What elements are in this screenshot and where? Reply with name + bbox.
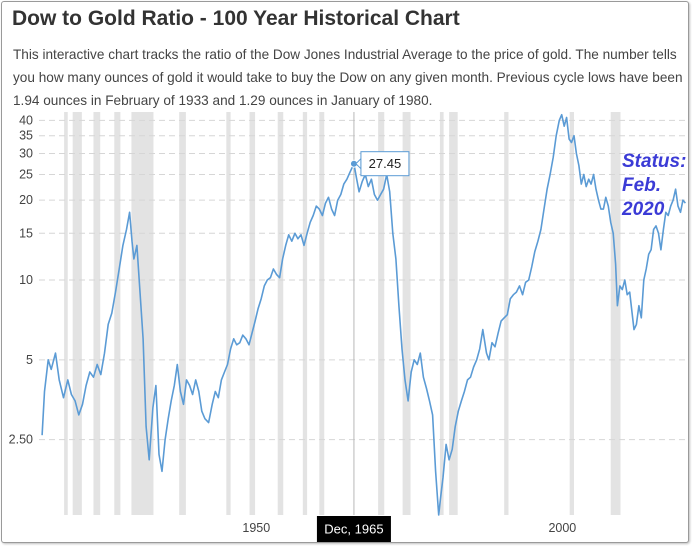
recession-band	[114, 112, 121, 515]
chart-description: This interactive chart tracks the ratio …	[13, 47, 683, 108]
recession-band	[504, 112, 509, 515]
recession-band	[610, 112, 621, 515]
page-title: Dow to Gold Ratio - 100 Year Historical …	[12, 7, 460, 30]
recession-band	[302, 112, 308, 515]
tooltip-pointer	[355, 157, 362, 170]
tooltip-box	[360, 151, 410, 177]
y-tick-label: 25	[19, 167, 33, 181]
recession-band	[378, 112, 385, 515]
y-axis: 40 35 30 25 20 15 10 5 2.50	[9, 113, 33, 446]
y-tick-label: 15	[19, 226, 33, 240]
status-line-2: Feb.	[622, 175, 662, 196]
recession-band	[439, 112, 444, 515]
recession-band	[179, 112, 186, 515]
status-annotation: Status: Feb. 2020	[622, 150, 690, 222]
recession-band	[402, 112, 411, 515]
tooltip-value: 27.45	[369, 156, 402, 171]
y-tick-label: 5	[26, 353, 33, 367]
y-tick-label: 2.50	[9, 433, 33, 447]
recession-band	[319, 112, 325, 515]
y-tick-label: 20	[19, 193, 33, 207]
recession-band	[131, 112, 154, 515]
x-tick-label: 2000	[548, 521, 576, 535]
status-line-1: Status:	[622, 151, 687, 172]
recession-band	[64, 112, 68, 515]
recession-band	[277, 112, 284, 515]
recession-band	[72, 112, 82, 515]
hover-tooltip: 27.45 Dec, 1965	[316, 151, 410, 542]
recession-band	[569, 112, 574, 515]
recession-band	[449, 112, 458, 515]
x-axis: 1950 2000	[242, 521, 576, 535]
dow-gold-ratio-line[interactable]	[41, 113, 687, 516]
recession-band	[249, 112, 256, 515]
y-tick-label: 40	[19, 113, 33, 127]
y-tick-label: 30	[19, 146, 33, 160]
date-label-box	[316, 516, 391, 542]
date-label: Dec, 1965	[324, 522, 383, 537]
y-tick-label: 35	[19, 129, 33, 143]
status-line-3: 2020	[622, 199, 665, 220]
recession-band	[226, 112, 231, 515]
y-tick-label: 10	[19, 273, 33, 287]
x-tick-label: 1950	[242, 521, 270, 535]
recession-band	[93, 112, 101, 515]
recession-bands	[64, 112, 621, 515]
